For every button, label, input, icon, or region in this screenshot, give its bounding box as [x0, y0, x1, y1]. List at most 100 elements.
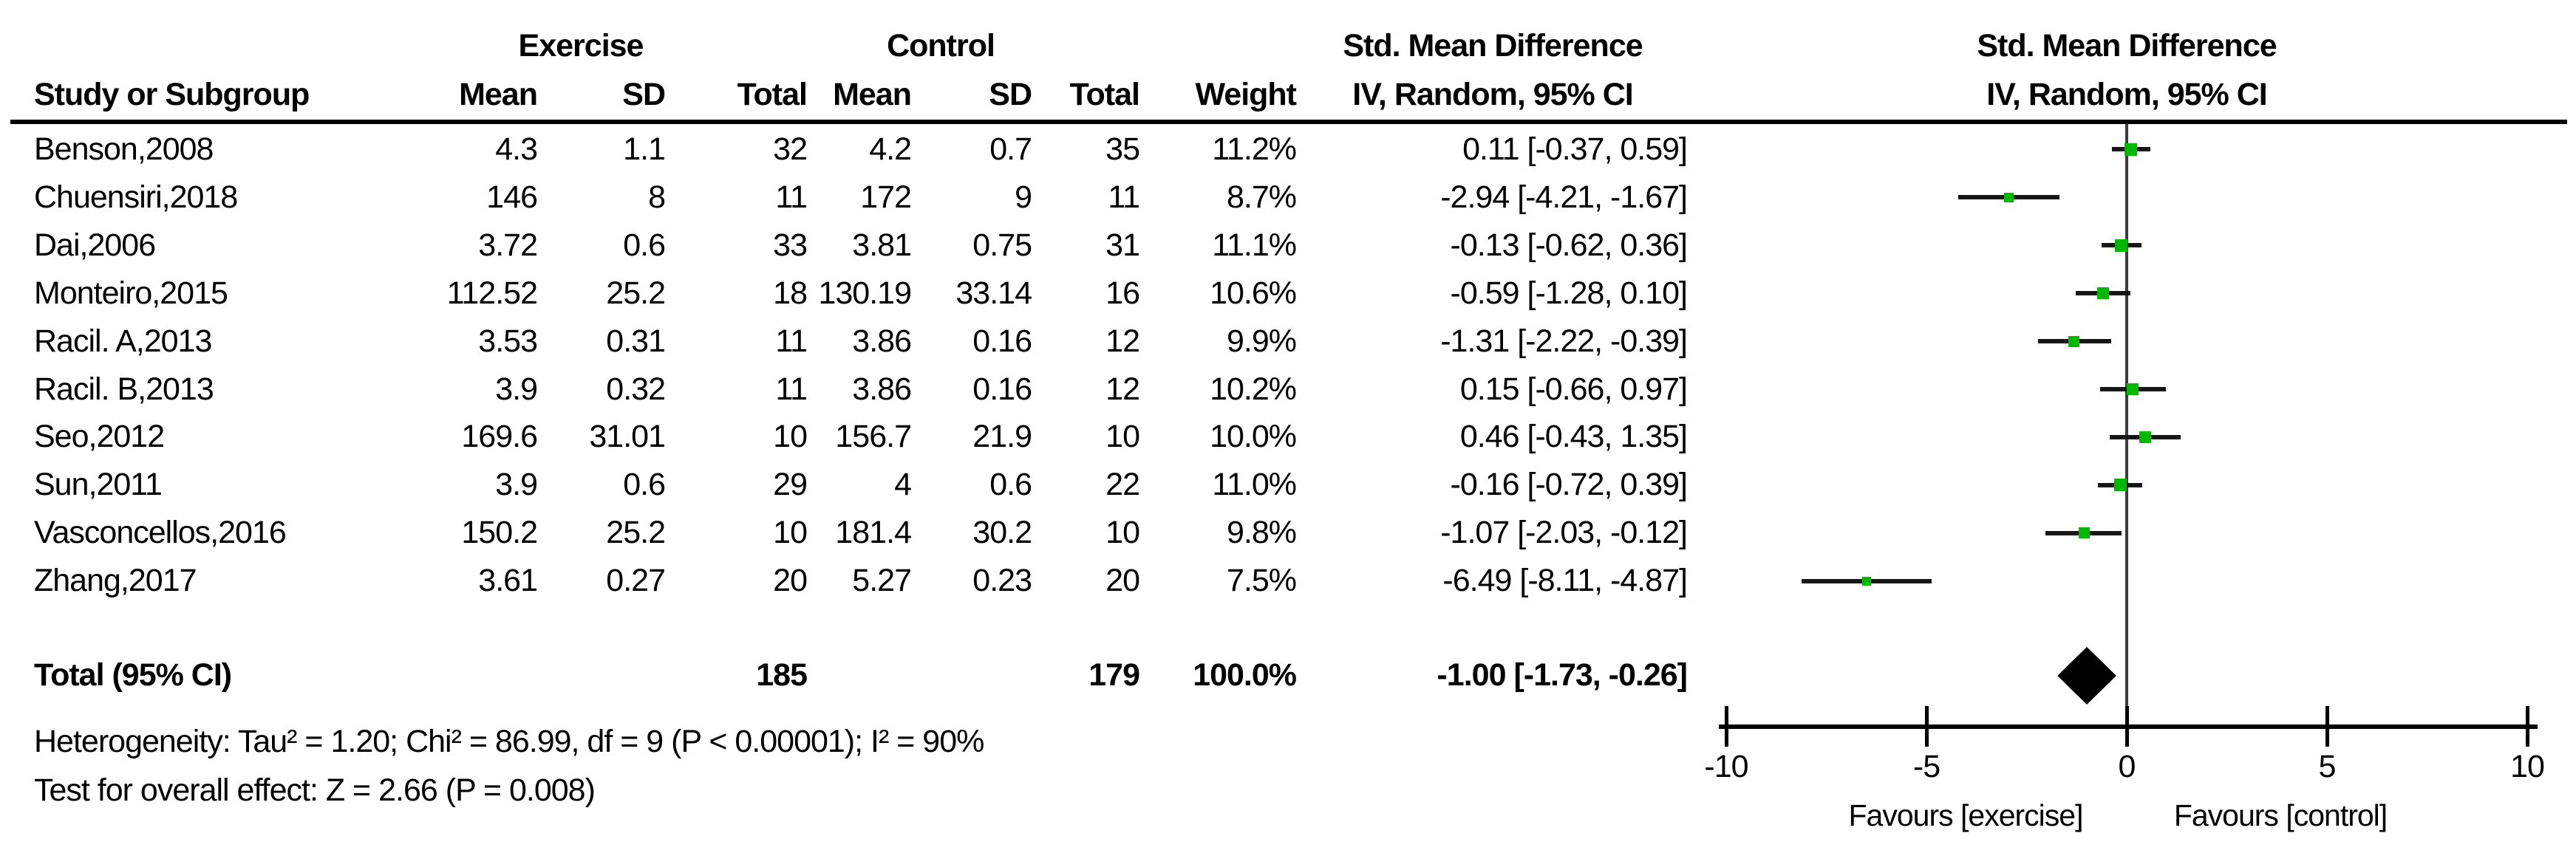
cell-exercise-total: 10	[773, 515, 808, 551]
cell-weight: 11.1%	[1212, 227, 1297, 263]
cell-control-sd: 9	[1015, 179, 1032, 215]
cell-control-sd: 0.7	[989, 131, 1032, 167]
axis-tick-label: -10	[1704, 749, 1748, 784]
cell-ci-text: -0.13 [-0.62, 0.36]	[1450, 227, 1688, 263]
cell-exercise-mean: 169.6	[461, 419, 538, 455]
group-header-control: Control	[887, 28, 995, 64]
cell-weight: 10.2%	[1210, 371, 1297, 407]
effect-square	[2124, 143, 2138, 156]
cell-control-mean: 3.86	[852, 371, 912, 407]
cell-weight: 10.0%	[1210, 419, 1297, 455]
cell-weight: 11.2%	[1212, 131, 1297, 167]
cell-exercise-sd: 0.6	[623, 467, 666, 503]
cell-control-total: 35	[1105, 131, 1140, 167]
cell-weight: 7.5%	[1226, 563, 1297, 599]
cell-ci-text: -6.49 [-8.11, -4.87]	[1442, 563, 1688, 599]
cell-exercise-mean: 146	[486, 179, 538, 215]
cell-study-name: Sun,2011	[34, 467, 163, 503]
effect-square	[2127, 383, 2139, 395]
cell-study-name: Monteiro,2015	[34, 275, 228, 311]
cell-control-mean: 4.2	[869, 131, 912, 167]
header-divider-line	[10, 120, 2567, 124]
group-header-exercise: Exercise	[518, 28, 644, 64]
cell-control-mean: 4	[894, 467, 912, 503]
cell-exercise-total: 11	[775, 371, 808, 407]
cell-study-name: Benson,2008	[34, 131, 214, 167]
effect-square	[2078, 527, 2090, 539]
cell-exercise-sd: 25.2	[606, 275, 666, 311]
favours-right-label: Favours [control]	[2173, 798, 2388, 832]
cell-control-sd: 30.2	[972, 515, 1032, 551]
cell-control-total: 12	[1105, 371, 1140, 407]
cell-study-name: Zhang,2017	[34, 563, 197, 599]
effect-square	[1862, 576, 1872, 586]
cell-exercise-sd: 0.31	[606, 323, 666, 359]
cell-control-total: 12	[1105, 323, 1140, 359]
cell-exercise-sd: 0.6	[623, 227, 666, 263]
cell-weight: 9.9%	[1226, 323, 1297, 359]
cell-exercise-sd: 8	[648, 179, 666, 215]
col-header-ci-text: IV, Random, 95% CI	[1352, 77, 1633, 112]
cell-control-total: 20	[1105, 563, 1140, 599]
cell-study-name: Chuensiri,2018	[34, 179, 238, 215]
effect-square	[2097, 287, 2110, 300]
cell-control-total: 10	[1105, 515, 1140, 551]
axis-tick	[2325, 706, 2329, 747]
cell-ci-text: -0.59 [-1.28, 0.10]	[1450, 275, 1688, 311]
cell-control-mean: 156.7	[835, 419, 912, 455]
effect-square	[2115, 239, 2128, 252]
axis-tick	[1725, 706, 1728, 747]
effect-square	[2139, 431, 2151, 443]
cell-weight: 10.6%	[1210, 275, 1297, 311]
cell-exercise-total: 11	[775, 323, 808, 359]
axis-tick-label: 5	[2318, 749, 2337, 784]
cell-study-name: Seo,2012	[34, 419, 165, 455]
cell-ci-text: -0.16 [-0.72, 0.39]	[1450, 467, 1688, 503]
col-header-study: Study or Subgroup	[34, 77, 310, 112]
cell-study-name: Racil. A,2013	[34, 323, 212, 359]
cell-control-sd: 0.75	[972, 227, 1032, 263]
cell-exercise-mean: 150.2	[461, 515, 538, 551]
cell-exercise-mean: 112.52	[446, 275, 538, 311]
col-header-ex-mean: Mean	[459, 77, 538, 112]
cell-control-sd: 21.9	[972, 419, 1032, 455]
cell-weight: 9.8%	[1226, 515, 1297, 551]
cell-control-total: 22	[1105, 467, 1140, 503]
favours-left-label: Favours [exercise]	[1848, 798, 2084, 832]
cell-control-sd: 0.6	[989, 467, 1032, 503]
cell-control-mean: 130.19	[818, 275, 912, 311]
cell-control-mean: 172	[860, 179, 912, 215]
total-label: Total (95% CI)	[34, 657, 232, 693]
total-ci: -1.00 [-1.73, -0.26]	[1437, 657, 1688, 693]
cell-study-name: Vasconcellos,2016	[34, 515, 287, 551]
effect-square	[2004, 192, 2014, 202]
axis-tick	[2125, 706, 2129, 747]
col-header-weight: Weight	[1195, 77, 1297, 112]
cell-exercise-sd: 1.1	[623, 131, 666, 167]
effect-square	[2113, 479, 2127, 492]
axis-tick	[2526, 706, 2529, 747]
cell-ci-text: 0.46 [-0.43, 1.35]	[1459, 419, 1688, 455]
col-header-ex-total: Total	[737, 77, 808, 112]
cell-exercise-mean: 3.9	[495, 467, 538, 503]
cell-exercise-total: 10	[773, 419, 808, 455]
effect-square	[2068, 335, 2080, 347]
cell-exercise-sd: 0.32	[606, 371, 666, 407]
cell-exercise-total: 11	[775, 179, 808, 215]
cell-control-total: 10	[1105, 419, 1140, 455]
cell-control-total: 31	[1105, 227, 1140, 263]
cell-exercise-mean: 3.72	[478, 227, 538, 263]
overall-effect-text: Test for overall effect: Z = 2.66 (P = 0…	[34, 773, 596, 808]
cell-weight: 8.7%	[1226, 179, 1297, 215]
col-header-c-mean: Mean	[833, 77, 912, 112]
cell-control-mean: 181.4	[835, 515, 912, 551]
col-header-c-sd: SD	[989, 77, 1032, 112]
cell-exercise-total: 18	[773, 275, 808, 311]
cell-exercise-total: 32	[773, 131, 808, 167]
cell-exercise-mean: 4.3	[495, 131, 538, 167]
cell-ci-text: -1.07 [-2.03, -0.12]	[1440, 515, 1688, 551]
heterogeneity-text: Heterogeneity: Tau² = 1.20; Chi² = 86.99…	[34, 724, 984, 759]
cell-exercise-mean: 3.53	[478, 323, 538, 359]
cell-control-sd: 0.23	[972, 563, 1032, 599]
group-header-smd-text: Std. Mean Difference	[1343, 28, 1643, 64]
